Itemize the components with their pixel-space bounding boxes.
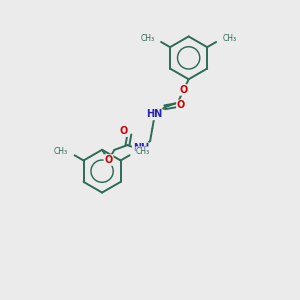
Text: O: O	[104, 155, 112, 165]
Text: O: O	[177, 100, 185, 110]
Text: O: O	[120, 126, 128, 136]
Text: CH₃: CH₃	[140, 34, 155, 43]
Text: CH₃: CH₃	[136, 147, 150, 156]
Text: CH₃: CH₃	[223, 34, 237, 43]
Text: CH₃: CH₃	[54, 147, 68, 156]
Text: NH: NH	[133, 143, 149, 153]
Text: HN: HN	[146, 109, 162, 119]
Text: O: O	[179, 85, 188, 95]
